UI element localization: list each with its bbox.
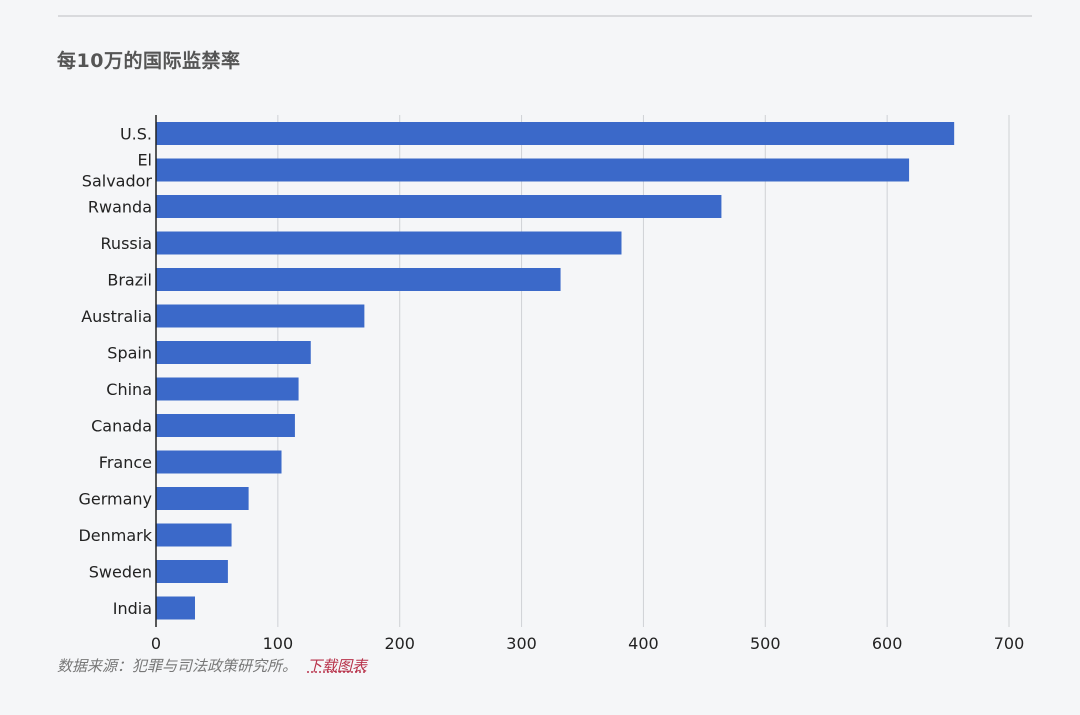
bar bbox=[156, 487, 249, 510]
x-tick-label: 500 bbox=[750, 634, 781, 650]
category-label: Salvador bbox=[82, 172, 153, 191]
bar bbox=[156, 304, 365, 328]
category-label: Australia bbox=[81, 307, 152, 326]
category-label: Canada bbox=[91, 417, 152, 436]
bar bbox=[156, 377, 299, 401]
category-label: France bbox=[99, 453, 152, 472]
bar bbox=[156, 158, 910, 182]
chart-title: 每10万的国际监禁率 bbox=[57, 50, 241, 72]
bar-chart: 0 100 200 300 400 500 600 700 U.S. El Salvador Rwan… bbox=[78, 115, 1025, 650]
bar bbox=[156, 341, 311, 364]
category-label: El bbox=[137, 151, 152, 170]
x-tick-label: 600 bbox=[872, 634, 903, 650]
category-label: Sweden bbox=[89, 563, 152, 582]
bar bbox=[156, 450, 282, 474]
bar bbox=[156, 268, 561, 291]
bar bbox=[156, 596, 195, 620]
x-tick-label: 200 bbox=[384, 634, 415, 650]
category-label: Spain bbox=[107, 344, 152, 363]
category-label: U.S. bbox=[120, 125, 152, 144]
category-label: Denmark bbox=[78, 526, 152, 545]
bar bbox=[156, 122, 955, 145]
category-label: China bbox=[106, 380, 152, 399]
bar bbox=[156, 560, 228, 583]
bar bbox=[156, 195, 722, 218]
top-divider bbox=[58, 15, 1032, 17]
x-tick-label: 0 bbox=[151, 634, 161, 650]
download-chart-link[interactable]: 下载图表 bbox=[307, 657, 368, 675]
category-label: Russia bbox=[101, 234, 152, 253]
source-note: 数据来源：犯罪与司法政策研究所。 bbox=[57, 657, 298, 675]
bar bbox=[156, 523, 232, 547]
category-label: Brazil bbox=[107, 271, 152, 290]
bar bbox=[156, 414, 295, 437]
x-tick-label: 400 bbox=[628, 634, 659, 650]
x-tick-label: 700 bbox=[994, 634, 1025, 650]
category-label: India bbox=[113, 599, 152, 618]
category-label: Rwanda bbox=[88, 198, 152, 217]
x-tick-label: 300 bbox=[506, 634, 537, 650]
category-label: Germany bbox=[78, 490, 152, 509]
bar bbox=[156, 231, 622, 255]
chart-footer: 数据来源：犯罪与司法政策研究所。 下载图表 bbox=[57, 655, 367, 676]
x-tick-label: 100 bbox=[263, 634, 294, 650]
